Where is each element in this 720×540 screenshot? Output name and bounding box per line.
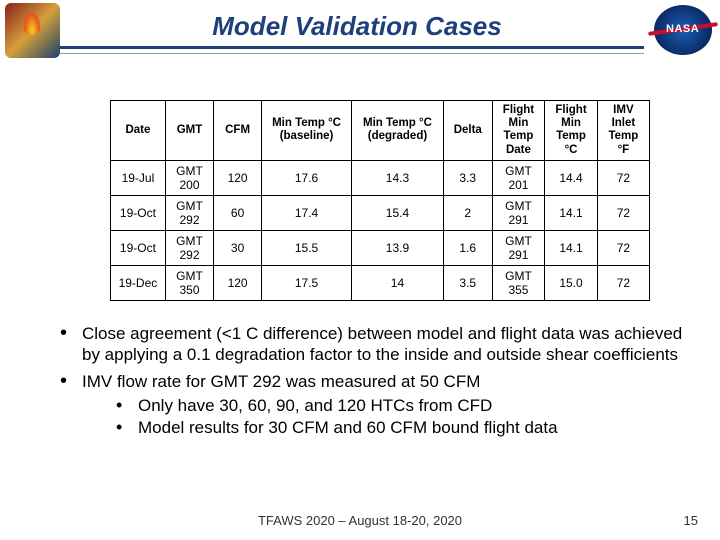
table-row: 19-Dec GMT 350 120 17.5 14 3.5 GMT 355 1… [111, 265, 650, 300]
cell-date: 19-Oct [111, 230, 166, 265]
validation-table-wrap: Date GMT CFM Min Temp °C (baseline) Min … [110, 100, 650, 301]
cell-imv: 72 [597, 160, 649, 195]
cell-delta: 1.6 [443, 230, 492, 265]
bullet-item: IMV flow rate for GMT 292 was measured a… [66, 371, 684, 438]
cell-gmt: GMT 292 [165, 230, 213, 265]
col-min-temp-degraded: Min Temp °C (degraded) [352, 101, 444, 161]
cell-delta: 2 [443, 195, 492, 230]
col-imv-inlet-temp-f: IMV Inlet Temp °F [597, 101, 649, 161]
bullet-text: Close agreement (<1 C difference) betwee… [82, 324, 682, 364]
sub-bullet-item: Model results for 30 CFM and 60 CFM boun… [122, 417, 684, 438]
cell-degraded: 13.9 [352, 230, 444, 265]
col-flight-min-temp-date: Flight Min Temp Date [492, 101, 545, 161]
cell-date: 19-Oct [111, 195, 166, 230]
sub-bullet-text: Model results for 30 CFM and 60 CFM boun… [138, 418, 558, 437]
cell-degraded: 14.3 [352, 160, 444, 195]
table-row: 19-Oct GMT 292 30 15.5 13.9 1.6 GMT 291 … [111, 230, 650, 265]
col-cfm: CFM [214, 101, 262, 161]
cell-fdate: GMT 201 [492, 160, 545, 195]
col-gmt: GMT [165, 101, 213, 161]
cell-gmt: GMT 200 [165, 160, 213, 195]
cell-baseline: 17.5 [262, 265, 352, 300]
cell-fdate: GMT 291 [492, 195, 545, 230]
title-wrap: Model Validation Cases [60, 7, 654, 54]
validation-table: Date GMT CFM Min Temp °C (baseline) Min … [110, 100, 650, 301]
cell-imv: 72 [597, 195, 649, 230]
cell-imv: 72 [597, 230, 649, 265]
nasa-logo [654, 5, 712, 55]
cell-fdate: GMT 355 [492, 265, 545, 300]
cell-date: 19-Dec [111, 265, 166, 300]
table-row: 19-Jul GMT 200 120 17.6 14.3 3.3 GMT 201… [111, 160, 650, 195]
cell-gmt: GMT 292 [165, 195, 213, 230]
cell-cfm: 120 [214, 265, 262, 300]
table-header-row: Date GMT CFM Min Temp °C (baseline) Min … [111, 101, 650, 161]
title-underline [60, 46, 644, 54]
cell-cfm: 60 [214, 195, 262, 230]
col-delta: Delta [443, 101, 492, 161]
table-body: 19-Jul GMT 200 120 17.6 14.3 3.3 GMT 201… [111, 160, 650, 300]
table-row: 19-Oct GMT 292 60 17.4 15.4 2 GMT 291 14… [111, 195, 650, 230]
sub-bullet-text: Only have 30, 60, 90, and 120 HTCs from … [138, 396, 492, 415]
slide-header: Model Validation Cases [0, 0, 720, 60]
bullet-item: Close agreement (<1 C difference) betwee… [66, 323, 684, 366]
cell-degraded: 15.4 [352, 195, 444, 230]
cell-gmt: GMT 350 [165, 265, 213, 300]
bullet-text: IMV flow rate for GMT 292 was measured a… [82, 372, 480, 391]
col-min-temp-baseline: Min Temp °C (baseline) [262, 101, 352, 161]
cell-ftemp: 14.1 [545, 230, 598, 265]
slide-title: Model Validation Cases [60, 7, 654, 42]
cell-ftemp: 15.0 [545, 265, 598, 300]
sub-bullet-item: Only have 30, 60, 90, and 120 HTCs from … [122, 395, 684, 416]
cell-ftemp: 14.1 [545, 195, 598, 230]
cell-fdate: GMT 291 [492, 230, 545, 265]
cell-delta: 3.3 [443, 160, 492, 195]
cell-cfm: 30 [214, 230, 262, 265]
cell-cfm: 120 [214, 160, 262, 195]
page-number: 15 [684, 513, 698, 528]
thermal-logo [5, 3, 60, 58]
cell-baseline: 17.4 [262, 195, 352, 230]
cell-date: 19-Jul [111, 160, 166, 195]
cell-delta: 3.5 [443, 265, 492, 300]
cell-degraded: 14 [352, 265, 444, 300]
cell-baseline: 17.6 [262, 160, 352, 195]
col-date: Date [111, 101, 166, 161]
cell-baseline: 15.5 [262, 230, 352, 265]
footer-text: TFAWS 2020 – August 18-20, 2020 [0, 513, 720, 528]
col-flight-min-temp-c: Flight Min Temp °C [545, 101, 598, 161]
cell-ftemp: 14.4 [545, 160, 598, 195]
cell-imv: 72 [597, 265, 649, 300]
bullet-section: Close agreement (<1 C difference) betwee… [40, 323, 684, 438]
